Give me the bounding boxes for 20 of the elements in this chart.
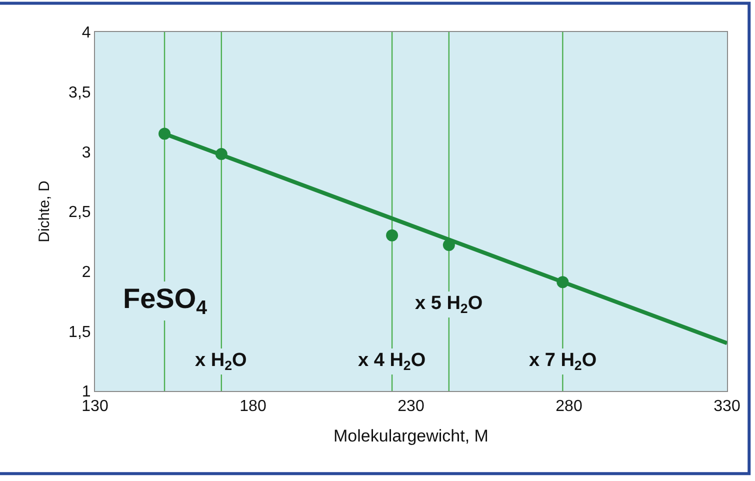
y-tick-label: 2,5 xyxy=(68,204,91,222)
point xyxy=(386,229,398,242)
x-tick-label: 180 xyxy=(240,398,266,416)
annotation: x 7 H$_{2}$O xyxy=(529,350,597,373)
x-axis-title: Molekulargewicht, M xyxy=(334,426,488,446)
y-tick-label: 2 xyxy=(82,264,91,281)
y-tick-label: 3,5 xyxy=(68,84,91,102)
y-tick-label: 3 xyxy=(82,144,91,162)
y-tick-label: 1 xyxy=(82,384,91,401)
y-tick-label: 1,5 xyxy=(68,324,91,341)
annotation: FeSO$_{4}$ xyxy=(123,283,208,319)
x-tick-label: 280 xyxy=(556,398,582,416)
x-tick-label: 230 xyxy=(398,398,424,416)
y-tick-label: 4 xyxy=(82,24,91,42)
x-tick-label: 130 xyxy=(82,398,108,416)
x-tick-label: 330 xyxy=(714,398,740,416)
y-axis-title: Dichte, D xyxy=(36,180,53,242)
annotation: x H$_{2}$O xyxy=(195,350,247,373)
annotation: x 5 H$_{2}$O xyxy=(415,293,483,316)
annotation: x 4 H$_{2}$O xyxy=(358,350,426,373)
